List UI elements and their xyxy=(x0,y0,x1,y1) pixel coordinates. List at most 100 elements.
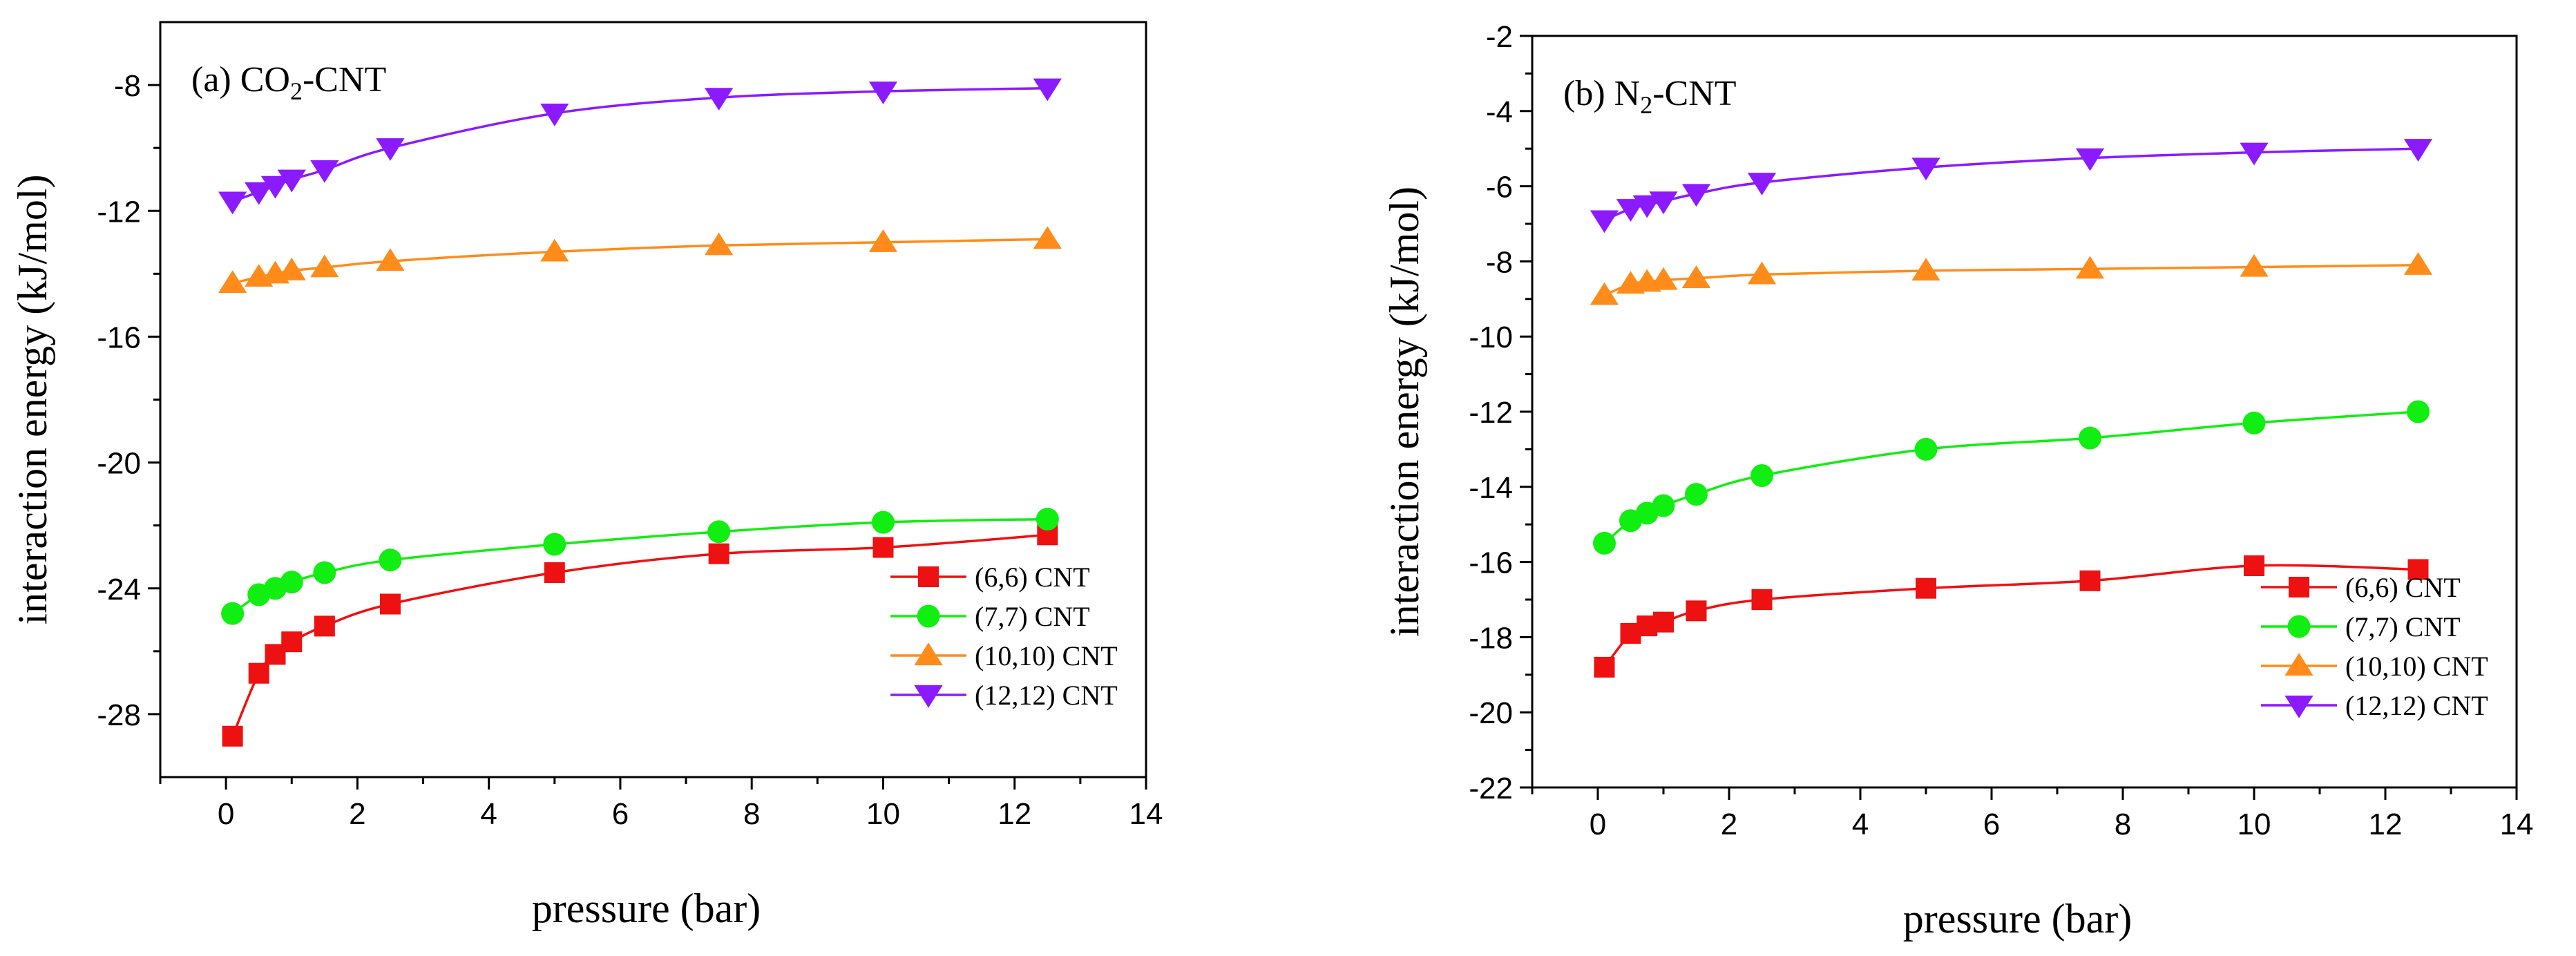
legend-marker xyxy=(2287,615,2311,638)
data-point xyxy=(218,270,247,294)
y-tick-label: -16 xyxy=(97,321,141,354)
data-point xyxy=(1911,258,1940,281)
data-point xyxy=(1616,199,1645,222)
x-tick-label: 4 xyxy=(480,797,497,831)
legend-label: (12,12) CNT xyxy=(975,680,1118,711)
data-point xyxy=(872,537,894,558)
data-point xyxy=(1686,600,1707,622)
data-point xyxy=(245,182,274,205)
legend-marker xyxy=(918,566,939,587)
data-point xyxy=(277,258,306,280)
data-point xyxy=(376,138,405,161)
data-point xyxy=(1914,437,1938,461)
data-point xyxy=(1750,463,1773,487)
data-point xyxy=(868,229,898,252)
data-point xyxy=(1033,78,1062,102)
y-tick-label: -16 xyxy=(1469,546,1513,580)
data-point xyxy=(1036,508,1059,531)
legend-marker xyxy=(917,604,940,628)
legend-label: (7,7) CNT xyxy=(2345,611,2461,642)
data-point xyxy=(260,175,290,199)
series-line xyxy=(1603,264,2418,296)
legend-marker xyxy=(914,642,943,666)
data-point xyxy=(1681,184,1711,207)
data-point xyxy=(1649,191,1678,215)
data-point xyxy=(540,104,569,126)
x-tick-label: 6 xyxy=(612,797,629,831)
data-point xyxy=(1911,157,1940,181)
chart-panel-n2: 0 2 4 6 8 10 12 14 -22 -20 -18 -16 -14 -12 -10 -8 -6 -4 -2… xyxy=(1382,20,2533,941)
series-line xyxy=(231,517,1048,615)
data-point xyxy=(2403,139,2433,162)
data-point xyxy=(705,232,734,256)
legend-label: (12,12) CNT xyxy=(2345,690,2488,721)
legend-label: (10,10) CNT xyxy=(975,640,1118,671)
y-tick-label: -14 xyxy=(1469,471,1513,505)
data-point xyxy=(1747,173,1777,195)
y-tick-label: -28 xyxy=(97,698,141,732)
data-point xyxy=(221,602,245,625)
y-tick-label: -10 xyxy=(1469,321,1513,354)
x-tick-label: 8 xyxy=(2115,807,2131,841)
data-point xyxy=(2079,570,2101,591)
y-axis-title: interaction energy (kJ/mol) xyxy=(10,174,55,624)
legend-marker xyxy=(2284,695,2313,718)
chart-title: (a) CO2-CNT xyxy=(191,60,386,105)
data-point xyxy=(1916,577,1936,599)
legend-label: (7,7) CNT xyxy=(975,601,1090,632)
series-line xyxy=(232,238,1048,285)
x-tick-label: 12 xyxy=(998,797,1031,831)
y-tick-label: -4 xyxy=(1486,95,1513,129)
data-point xyxy=(280,571,303,594)
data-point xyxy=(1685,483,1708,506)
data-point xyxy=(1590,210,1619,233)
legend-marker xyxy=(2284,653,2313,676)
x-axis-title: pressure (bar) xyxy=(1903,896,2133,941)
data-point xyxy=(2403,252,2433,275)
data-point xyxy=(871,510,895,534)
legend-marker xyxy=(2289,577,2309,598)
data-point xyxy=(708,543,729,564)
x-tick-label: 2 xyxy=(349,797,365,831)
y-tick-label: -12 xyxy=(1469,396,1513,430)
data-point xyxy=(1747,261,1777,285)
legend: (6,6) CNT (7,7) CNT (10,10) CNT (12,12) CNT xyxy=(890,562,1118,711)
series--10-10-CNT xyxy=(218,226,1062,294)
x-axis-title: pressure (bar) xyxy=(532,886,761,931)
series-line xyxy=(232,86,1048,203)
y-tick-label: -8 xyxy=(114,69,141,103)
y-tick-label: -24 xyxy=(97,573,141,606)
data-point xyxy=(379,548,402,572)
data-point xyxy=(868,82,898,104)
data-point xyxy=(2240,254,2269,277)
series--6-6-CNT xyxy=(222,524,1058,747)
y-tick-label: -22 xyxy=(1469,772,1513,805)
data-point xyxy=(2407,559,2429,580)
data-point xyxy=(2407,400,2430,423)
data-point xyxy=(2079,426,2101,450)
data-point xyxy=(544,562,565,583)
y-tick-label: -6 xyxy=(1486,171,1513,204)
data-point xyxy=(248,662,269,684)
chart-panel-co2: 0 2 4 6 8 10 12 14 -28 -24 -20 -16 -12 -8 pressure (ba… xyxy=(10,21,1163,931)
data-point xyxy=(543,533,566,556)
legend-label: (10,10) CNT xyxy=(2345,651,2488,682)
data-point xyxy=(222,725,243,747)
data-point xyxy=(1593,531,1616,555)
legend-marker xyxy=(914,685,943,708)
x-tick-label: 0 xyxy=(1590,807,1606,841)
x-tick-label: 14 xyxy=(2500,807,2534,841)
data-point xyxy=(379,593,401,615)
data-point xyxy=(1653,611,1674,633)
y-axis-title: interaction energy (kJ/mol) xyxy=(1382,187,1427,637)
data-point xyxy=(310,160,339,183)
data-point xyxy=(2075,148,2105,171)
data-point xyxy=(310,254,339,278)
x-tick-label: 0 xyxy=(218,797,234,831)
data-point xyxy=(1751,589,1773,610)
legend-label: (6,6) CNT xyxy=(975,562,1090,593)
data-point xyxy=(281,631,303,653)
data-point xyxy=(314,615,335,637)
series--10-10-CNT xyxy=(1590,252,2433,305)
